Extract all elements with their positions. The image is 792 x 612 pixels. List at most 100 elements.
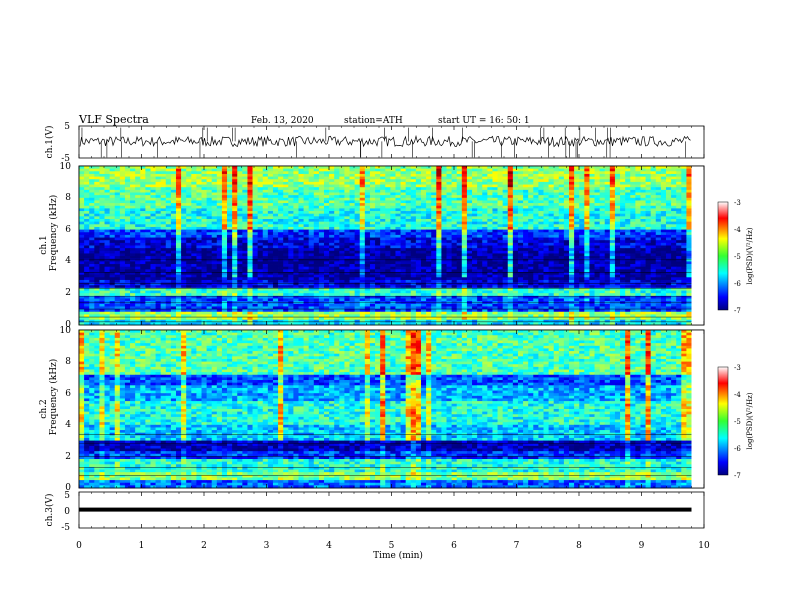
spectrogram-cell [160,237,167,241]
spectrogram-cell [257,264,264,268]
spectrogram-cell [395,221,401,225]
spectrogram-cell [390,200,396,204]
spectrogram-cell [466,187,473,191]
spectrogram-cell [431,213,437,217]
spectrogram-cell [676,232,682,236]
spectrogram-cell [369,250,376,254]
spectrogram-cell [242,171,248,175]
spectrogram-cell [426,205,432,209]
spectrogram-cell [502,256,509,260]
spectrogram-cell [354,195,361,199]
spectrogram-cell [609,240,616,244]
spectrogram-cell [140,226,146,230]
spectrogram-cell [405,181,412,185]
spectrogram-cell [400,213,407,217]
spectrogram-cell [665,240,672,244]
spectrogram-cell [206,253,213,257]
spectrogram-cell [140,195,146,199]
spectrogram-cell [227,261,233,265]
spectrogram-cell [318,234,325,238]
spectrogram-cell [681,195,687,199]
spectrogram-cell [385,176,391,180]
spectrogram-cell [191,266,197,270]
spectrogram-cell [349,248,356,252]
spectrogram-cell [599,237,606,241]
spectrogram-cell [216,232,223,236]
spectrogram-cell [191,240,197,244]
spectrogram-cell [247,266,253,270]
spectrogram-cell [354,253,361,257]
spectrogram-cell [201,250,207,254]
spectrogram-cell [614,203,621,207]
spectrogram-cell [482,226,488,230]
spectrogram-cell [124,208,131,212]
spectrogram-cell [221,173,228,177]
spectrogram-cell [84,250,90,254]
spectrogram-cell [201,184,207,188]
spectrogram-cell [165,189,172,193]
spectrogram-cell [451,197,458,201]
spectrogram-cell [216,261,223,265]
spectrogram-cell [676,208,682,212]
spectrogram-cell [594,189,601,193]
spectrogram-cell [599,224,606,228]
spectrogram-cell [298,173,304,177]
spectrogram-cell [201,208,207,212]
spectrogram-cell [625,266,631,270]
spectrogram-cell [553,245,560,249]
spectrogram-cell [242,213,248,217]
spectrogram-cell [390,176,396,180]
spectrogram-cell [395,250,401,254]
spectrogram-cell [308,256,315,260]
spectrogram-cell [175,234,182,238]
spectrogram-cell [528,203,534,207]
spectrogram-cell [676,234,682,238]
spectrogram-cell [160,211,167,215]
spectrogram-cell [119,240,126,244]
spectrogram-cell [630,248,636,252]
spectrogram-cell [671,250,677,254]
spectrogram-cell [410,173,417,177]
spectrogram-cell [94,192,100,196]
spectrogram-cell [324,269,330,273]
spectrogram-cell [221,179,228,183]
spectrogram-cell [318,245,325,249]
spectrogram-cell [472,184,478,188]
spectrogram-cell [237,176,243,180]
spectrogram-cell [548,216,555,220]
spectrogram-cell [395,272,401,276]
spectrogram-cell [130,258,136,262]
spectrogram-cell [390,187,396,191]
spectrogram-cell [181,213,187,217]
spectrogram-cell [569,192,575,196]
spectrogram-cell [196,264,202,268]
spectrogram-cell [196,226,202,230]
spectrogram-cell [130,179,136,183]
spectrogram-cell [267,229,274,233]
spectrogram-cell [395,168,401,172]
spectrogram-cell [262,168,269,172]
spectrogram-cell [170,189,177,193]
spectrogram-cell [563,250,570,254]
spectrogram-cell [329,173,335,177]
spectrogram-cell [451,248,458,252]
spectrogram-cell [385,200,391,204]
spectrogram-cell [303,213,310,217]
spectrogram-cell [681,253,687,257]
spectrogram-cell [671,253,677,257]
spectrogram-cell [584,181,590,185]
spectrogram-cell [89,171,95,175]
spectrogram-cell [252,272,259,276]
spectrogram-cell [579,229,585,233]
spectrogram-cell [267,168,274,172]
spectrogram-cell [242,203,248,207]
spectrogram-cell [232,216,238,220]
spectrogram-cell [487,232,493,236]
spectrogram-cell [99,248,105,252]
spectrogram-cell [385,173,391,177]
spectrogram-cell [283,258,289,262]
spectrogram-cell [130,261,136,265]
spectrogram-cell [155,272,162,276]
spectrogram-cell [186,232,192,236]
spectrogram-cell [232,181,238,185]
